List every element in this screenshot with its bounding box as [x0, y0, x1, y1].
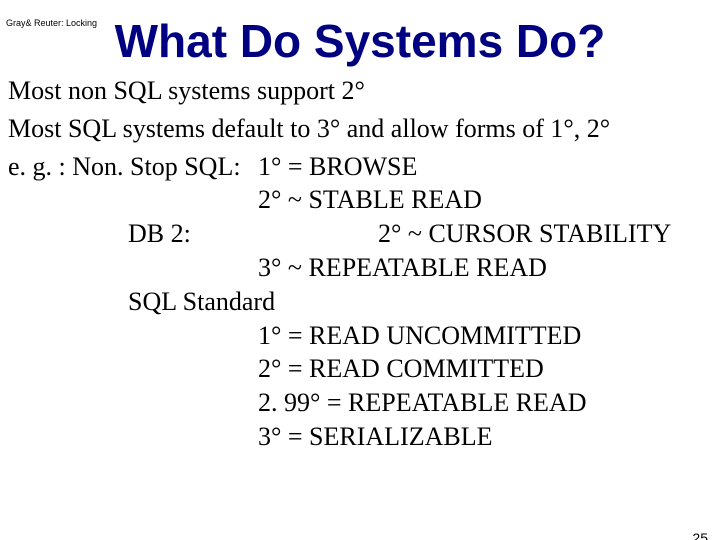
example-sqlstd-row1: 1° = READ UNCOMMITTED — [8, 319, 712, 353]
paragraph-1: Most non SQL systems support 2° — [8, 74, 712, 108]
spacer — [8, 251, 258, 285]
spacer — [8, 319, 258, 353]
page-number: 25 — [692, 530, 708, 540]
example-nonstop-row2: 2° ~ STABLE READ — [8, 183, 712, 217]
sqlstd-level-1: 1° = READ UNCOMMITTED — [258, 319, 712, 353]
example-sqlstd-row3: 2. 99° = REPEATABLE READ — [8, 386, 712, 420]
slide-body: Most non SQL systems support 2° Most SQL… — [0, 74, 720, 454]
example-label-sqlstd: SQL Standard — [8, 285, 378, 319]
spacer — [378, 285, 712, 319]
slide-title: What Do Systems Do? — [0, 14, 720, 68]
spacer — [8, 183, 258, 217]
db2-level-1: 2° ~ CURSOR STABILITY — [378, 217, 712, 251]
slide-header: Gray& Reuter: Locking — [6, 18, 97, 28]
example-nonstop-row1: e. g. : Non. Stop SQL: 1° = BROWSE — [8, 150, 712, 184]
example-label-nonstop: e. g. : Non. Stop SQL: — [8, 150, 258, 184]
sqlstd-level-4: 3° = SERIALIZABLE — [258, 420, 712, 454]
nonstop-level-2: 2° ~ STABLE READ — [258, 183, 712, 217]
example-sqlstd-label-row: SQL Standard — [8, 285, 712, 319]
example-sqlstd-row4: 3° = SERIALIZABLE — [8, 420, 712, 454]
nonstop-level-1: 1° = BROWSE — [258, 150, 712, 184]
spacer — [8, 386, 258, 420]
example-db2-row1: DB 2: 2° ~ CURSOR STABILITY — [8, 217, 712, 251]
spacer — [8, 352, 258, 386]
db2-level-2: 3° ~ REPEATABLE READ — [258, 251, 712, 285]
example-label-db2: DB 2: — [8, 217, 378, 251]
example-sqlstd-row2: 2° = READ COMMITTED — [8, 352, 712, 386]
sqlstd-level-3: 2. 99° = REPEATABLE READ — [258, 386, 712, 420]
sqlstd-level-2: 2° = READ COMMITTED — [258, 352, 712, 386]
paragraph-2: Most SQL systems default to 3° and allow… — [8, 112, 712, 146]
spacer — [8, 420, 258, 454]
example-db2-row2: 3° ~ REPEATABLE READ — [8, 251, 712, 285]
